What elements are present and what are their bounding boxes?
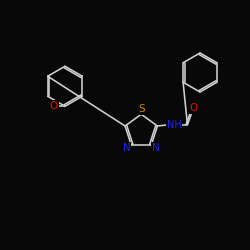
Text: NH: NH — [167, 120, 182, 130]
Text: N: N — [123, 142, 131, 152]
Text: O: O — [50, 101, 58, 111]
Text: S: S — [138, 104, 144, 114]
Text: N: N — [152, 142, 160, 152]
Text: O: O — [189, 103, 197, 113]
